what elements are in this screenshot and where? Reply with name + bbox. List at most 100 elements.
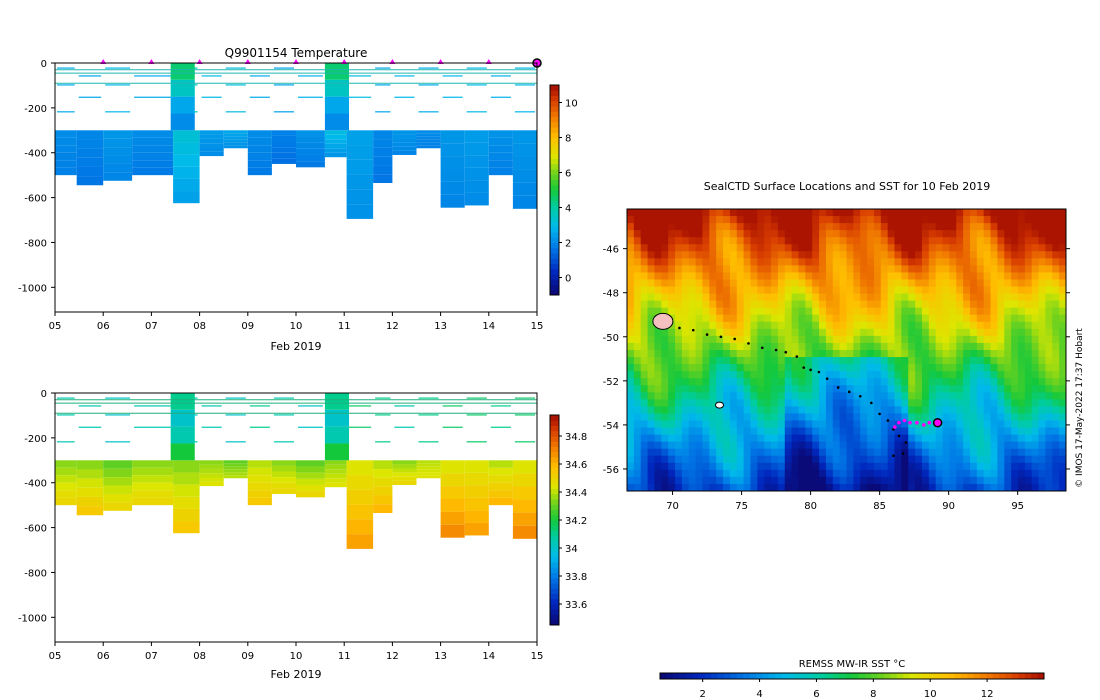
sal-colorbar-segment xyxy=(550,436,559,442)
sst-colorbar-segment xyxy=(717,673,725,679)
sst-colorbar-segment xyxy=(935,673,943,679)
sal-colorbar-segment xyxy=(550,472,559,479)
sst-map-y-tick-label: -48 xyxy=(603,289,619,300)
temp-x-tick-label: 12 xyxy=(386,321,399,332)
sst-colorbar-segment xyxy=(980,673,987,679)
sal-colorbar-segment xyxy=(550,598,559,605)
sal-profile-column xyxy=(132,405,174,506)
temp-profile-column xyxy=(296,75,325,168)
temp-profile-column xyxy=(103,67,133,181)
temp-colorbar-segment xyxy=(550,216,559,222)
sal-profile-column xyxy=(440,405,465,538)
temp-colorbar-tick-label: 2 xyxy=(565,239,571,250)
temp-colorbar-segment xyxy=(550,111,559,117)
temp-x-tick-label: 14 xyxy=(482,321,495,332)
sal-colorbar-segment xyxy=(550,499,559,505)
sal-profile-column xyxy=(512,397,537,539)
sst-colorbar-segment xyxy=(685,673,693,679)
salinity-section-chart: 0 -200 -400 -600 -800 -1000 05 06 07 08 09 10 11 12 1… xyxy=(18,389,587,681)
sal-profile-column xyxy=(392,405,417,485)
temperature-x-axis: 05 06 07 08 09 10 11 12 13 14 15 xyxy=(49,312,544,332)
track-point xyxy=(817,370,821,374)
sal-x-tick-label: 08 xyxy=(193,651,206,662)
temp-colorbar-segment xyxy=(550,279,559,285)
temp-colorbar-frame xyxy=(549,84,560,296)
track-point xyxy=(774,348,778,352)
sst-colorbar-segment xyxy=(756,673,763,679)
track-point xyxy=(760,346,764,350)
temp-colorbar-segment xyxy=(550,116,559,123)
temp-profile-column xyxy=(346,75,374,219)
temp-x-tick-label: 11 xyxy=(338,321,351,332)
sal-x-tick-label: 15 xyxy=(531,651,544,662)
sal-y-tick-label: -1000 xyxy=(18,613,47,624)
sal-profile-column xyxy=(271,397,296,494)
recent-track-point xyxy=(897,420,901,425)
sal-colorbar-segment xyxy=(550,546,559,552)
temp-colorbar-tick-label: 6 xyxy=(565,169,571,180)
sst-colorbar-segment xyxy=(1037,673,1045,679)
track-point xyxy=(892,454,895,458)
sal-colorbar-segment xyxy=(550,504,559,510)
temp-colorbar-segment xyxy=(550,85,559,91)
sal-colorbar-segment xyxy=(550,415,559,421)
sst-colorbar-segment xyxy=(903,673,911,679)
sal-colorbar-segment xyxy=(550,525,559,531)
temp-profile-column xyxy=(440,75,465,208)
recent-track-point xyxy=(927,420,932,425)
temp-colorbar-segment xyxy=(550,247,559,254)
track-point xyxy=(825,377,829,380)
sal-profile-column xyxy=(296,405,325,498)
temp-colorbar-segment xyxy=(550,232,559,238)
sst-colorbar-segment xyxy=(884,673,891,679)
sst-colorbar-segment xyxy=(858,673,866,679)
sal-colorbar-tick-label: 34.4 xyxy=(565,488,587,499)
sal-colorbar-segment xyxy=(550,609,559,615)
sst-colorbar-segment xyxy=(1012,673,1019,679)
sst-colorbar-tick-label: 8 xyxy=(870,689,876,700)
sst-colorbar-segment xyxy=(928,673,936,679)
temp-colorbar-segment xyxy=(550,132,559,138)
sst-colorbar-segment xyxy=(832,673,840,679)
sst-map-x-tick-label: 95 xyxy=(1011,501,1024,512)
sst-map-chart: SealCTD Surface Locations and SST for 10… xyxy=(603,180,1085,700)
sal-colorbar-segment xyxy=(550,446,559,453)
sst-colorbar-segment xyxy=(890,673,898,679)
sst-map-y-tick-label: -50 xyxy=(603,333,619,344)
sst-colorbar-segment xyxy=(730,673,738,679)
sst-colorbar-segment xyxy=(871,673,879,679)
temp-colorbar-segment xyxy=(550,169,559,175)
sal-colorbar-segment xyxy=(550,451,559,458)
sal-colorbar-segment xyxy=(550,457,559,463)
sal-colorbar-segment xyxy=(550,488,559,495)
sst-map-y-axis: -46 -48 -50 -52 -54 -56 xyxy=(603,245,1070,476)
temp-colorbar-segment xyxy=(550,127,559,133)
sal-colorbar-segment xyxy=(550,425,559,432)
temp-colorbar-segment xyxy=(550,158,559,165)
temp-x-tick-label: 15 xyxy=(531,321,544,332)
sst-colorbar-segment xyxy=(1018,673,1026,679)
track-point xyxy=(836,386,840,389)
recent-track-point xyxy=(922,423,926,427)
temp-x-tick-label: 13 xyxy=(434,321,447,332)
sst-colorbar-segment xyxy=(775,673,783,679)
sst-map-frame xyxy=(626,208,1067,492)
sal-colorbar-segment xyxy=(550,588,559,594)
temperature-section-chart: Q9901154 Temperature 0 -200 -400 -600 -800 -1… xyxy=(18,46,578,353)
sal-colorbar-segment xyxy=(550,577,559,584)
sst-colorbar-segment xyxy=(672,673,680,679)
sst-colorbar-segment xyxy=(948,673,955,679)
sst-colorbar-tick-label: 6 xyxy=(813,689,819,700)
sst-colorbar-segment xyxy=(698,673,706,679)
sst-colorbar-segment xyxy=(954,673,962,679)
sst-map-x-tick-label: 70 xyxy=(666,501,679,512)
sst-colorbar-segment xyxy=(896,673,904,679)
sst-field xyxy=(627,209,1066,491)
salinity-y-axis: 0 -200 -400 -600 -800 -1000 xyxy=(18,389,55,624)
temp-y-tick-label: -800 xyxy=(24,238,47,249)
sal-y-tick-label: -600 xyxy=(24,524,47,535)
sst-colorbar-segment xyxy=(941,673,949,679)
temp-profile-column xyxy=(488,75,513,176)
sst-colorbar-tick-label: 12 xyxy=(981,689,994,700)
heard-island xyxy=(714,401,724,409)
